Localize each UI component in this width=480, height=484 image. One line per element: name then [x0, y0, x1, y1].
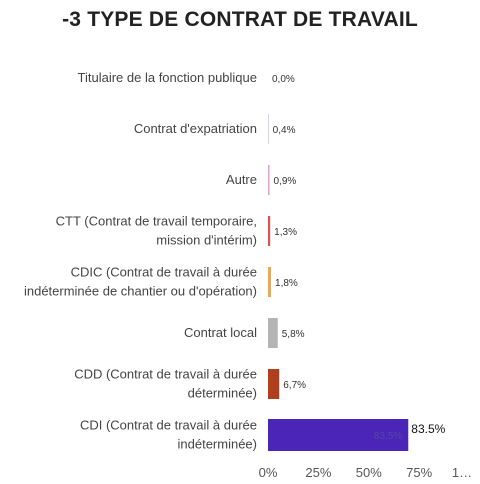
value-label: 1,8% [275, 278, 298, 289]
value-label: 5,8% [282, 329, 305, 340]
bar [268, 216, 271, 246]
chart-title: -3 TYPE DE CONTRAT DE TRAVAIL [62, 8, 418, 31]
x-tick-label: 1… [452, 465, 472, 480]
category-label: Contrat local [184, 325, 257, 340]
bar [268, 267, 272, 297]
value-label: 0,4% [273, 125, 296, 136]
category-label: Contrat d'expatriation [134, 121, 257, 136]
value-label: 1,3% [274, 227, 297, 238]
value-label-overlay: 83.5% [411, 422, 445, 436]
value-label: 83,5% [374, 431, 402, 442]
bar [268, 165, 270, 195]
category-label: CDI (Contrat de travail à durée indétermi… [80, 418, 257, 452]
category-label: CTT (Contrat de travail temporaire, missi… [56, 214, 257, 248]
category-label: CDIC (Contrat de travail à durée indéterm… [24, 265, 257, 299]
category-label: CDD (Contrat de travail à durée déterminé… [74, 367, 257, 401]
x-tick-label: 75% [406, 465, 432, 480]
x-tick-label: 0% [259, 465, 278, 480]
bar [268, 419, 409, 451]
x-tick-label: 50% [356, 465, 382, 480]
category-label: Autre [226, 172, 257, 187]
bar [268, 114, 269, 144]
bar [268, 369, 280, 399]
category-label: Titulaire de la fonction publique [78, 70, 257, 85]
bar [268, 318, 278, 348]
value-label: 0,0% [272, 74, 295, 85]
x-tick-label: 25% [305, 465, 331, 480]
value-label: 6,7% [283, 380, 306, 391]
value-label: 0,9% [274, 176, 297, 187]
